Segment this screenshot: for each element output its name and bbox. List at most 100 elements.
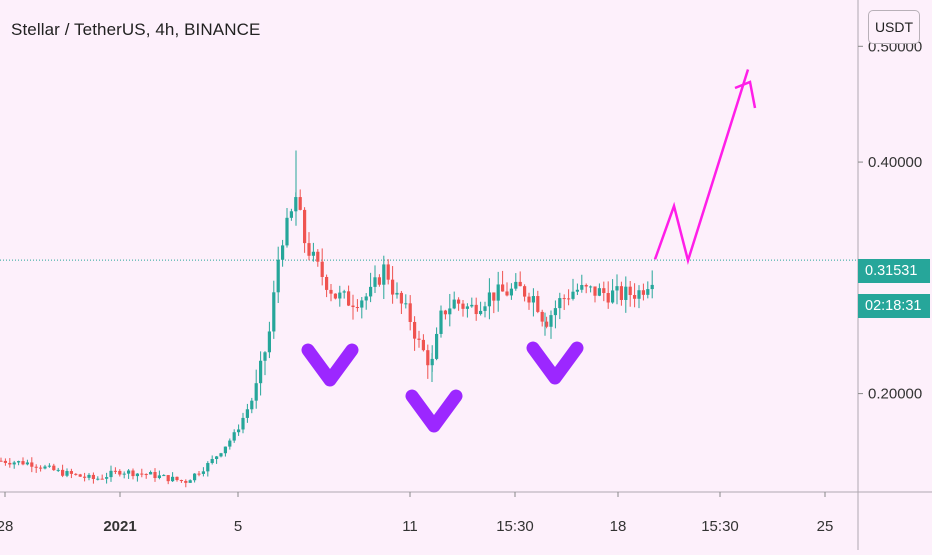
candle-body [408, 303, 412, 322]
candle-body [237, 429, 241, 433]
candle-body [421, 339, 425, 351]
candle-body [549, 315, 553, 327]
candle-body [355, 307, 359, 309]
candle-body [527, 296, 531, 303]
candle-body [505, 291, 509, 296]
currency-button[interactable]: USDT [868, 10, 920, 44]
candle-body [52, 465, 56, 471]
candle-body [149, 472, 153, 475]
candle-body [223, 446, 227, 454]
candle-body [509, 288, 513, 296]
candle-body [65, 471, 69, 476]
candle-body [351, 305, 355, 308]
candle-body [426, 350, 430, 366]
candle-body [254, 383, 258, 401]
candle-body [21, 461, 25, 465]
candle-body [496, 284, 500, 301]
candle-body [267, 331, 271, 353]
candle-body [606, 293, 610, 303]
candle-body [487, 292, 491, 307]
candle-body [413, 321, 417, 339]
candle-body [439, 310, 443, 334]
candle-body [580, 285, 584, 290]
candle-body [56, 469, 60, 471]
candle-body [206, 463, 210, 472]
candle-body [377, 277, 381, 285]
candle-body [69, 471, 73, 474]
candle-body [514, 281, 518, 289]
candle-body [633, 295, 637, 299]
candle-body [61, 469, 65, 476]
candle-body [118, 470, 122, 475]
candle-body [25, 462, 29, 465]
candle-body [567, 298, 571, 300]
candle-body [74, 473, 78, 475]
candle-body [131, 470, 135, 477]
candle-body [289, 211, 293, 218]
candle-body [109, 470, 113, 478]
candle-body [311, 251, 315, 256]
candle-body [162, 475, 166, 477]
candle-body [479, 310, 483, 315]
candle-countdown-tag: 02:18:31 [858, 294, 930, 318]
chart-title: Stellar / TetherUS, 4h, BINANCE [8, 20, 264, 40]
candle-body [171, 476, 175, 482]
candle-body [144, 473, 148, 475]
candle-body [399, 292, 403, 304]
candle-body [615, 286, 619, 291]
candle-body [96, 478, 100, 480]
candle-body [465, 306, 469, 309]
candle-body [201, 471, 205, 474]
candle-body [241, 417, 245, 430]
candle-body [364, 296, 368, 301]
candle-body [184, 480, 188, 483]
x-tick-label: 5 [234, 518, 242, 535]
candle-body [12, 462, 16, 465]
candle-body [461, 303, 465, 309]
candle-body [3, 460, 7, 463]
candle-body [197, 473, 201, 475]
candle-body [153, 472, 157, 479]
candle-body [307, 243, 311, 256]
current-price-tag: 0.31531 [858, 259, 930, 283]
candle-body [382, 264, 386, 285]
candle-body [338, 292, 342, 299]
x-tick-label: 11 [402, 518, 418, 535]
candle-body [78, 474, 82, 477]
candle-body [646, 289, 650, 295]
candle-body [360, 300, 364, 308]
candle-body [188, 480, 192, 483]
candle-body [531, 296, 535, 303]
candle-body [628, 286, 632, 296]
candle-body [17, 461, 21, 463]
candle-body [558, 298, 562, 309]
candle-body [303, 209, 307, 244]
candle-body [179, 480, 183, 482]
candle-body [298, 197, 302, 210]
candle-body [373, 277, 377, 287]
candle-body [210, 459, 214, 464]
candle-body [232, 432, 236, 441]
candle-body [34, 466, 38, 468]
candle-body [637, 290, 641, 299]
x-tick-label: 2021 [103, 518, 136, 535]
x-tick-label: 25 [817, 518, 834, 535]
candle-body [166, 475, 170, 482]
candle-body [127, 470, 131, 474]
candle-body [593, 286, 597, 296]
candle-body [140, 473, 144, 475]
candle-body [562, 298, 566, 300]
candle-body [448, 308, 452, 315]
candle-body [259, 360, 263, 384]
candle-body [540, 311, 544, 322]
candle-body [228, 440, 232, 447]
v-annotation-2 [405, 389, 463, 433]
candle-body [602, 288, 606, 294]
candle-body [435, 333, 439, 359]
candle-body [523, 286, 527, 297]
candle-body [316, 251, 320, 262]
candle-body [492, 292, 496, 301]
candle-body [320, 261, 324, 277]
